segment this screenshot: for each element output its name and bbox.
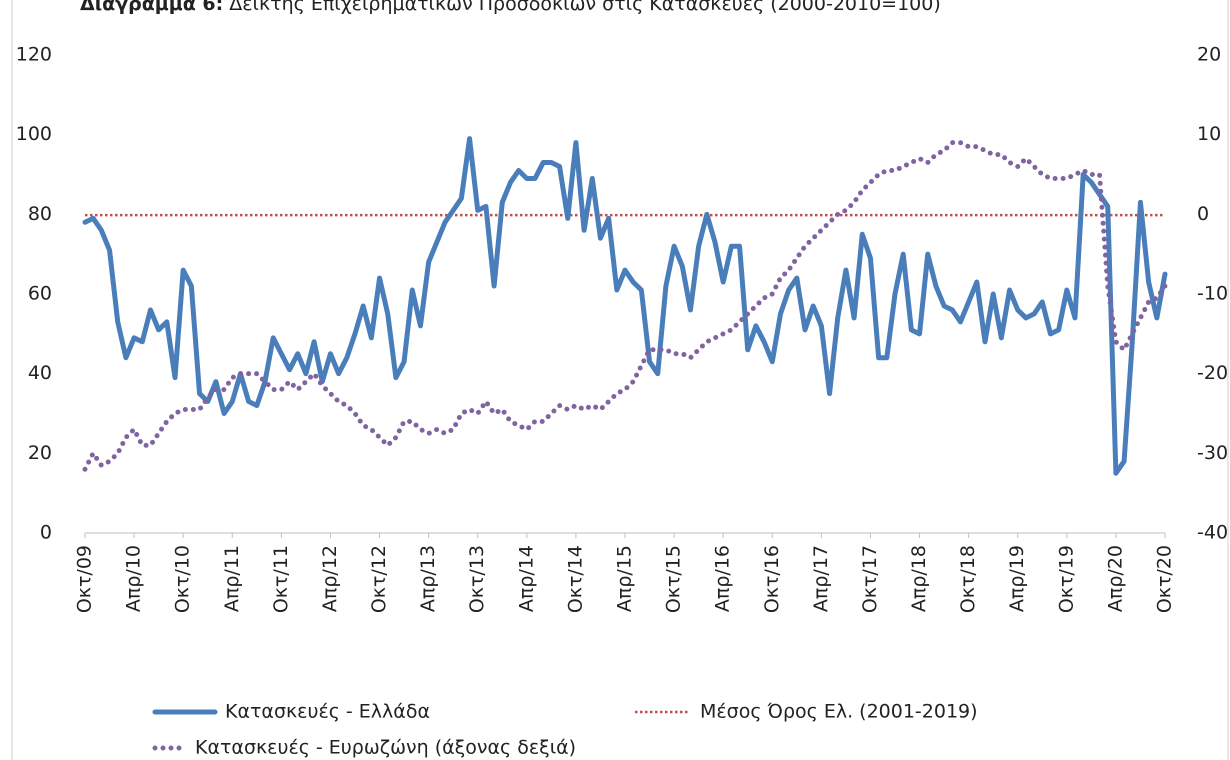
y2-tick-label: 0 [1197,203,1209,225]
y-tick-label: 40 [28,362,52,384]
x-tick-label: Οκτ/12 [368,545,390,613]
x-tick-label: Οκτ/20 [1154,545,1176,613]
y2-tick-label: -30 [1197,442,1228,464]
x-tick-label: Απρ/12 [319,545,341,612]
y-tick-label: 0 [40,522,52,544]
chart-frame [11,0,1229,760]
y-tick-label: 60 [28,283,52,305]
y-tick-label: 80 [28,203,52,225]
y-tick-label: 20 [28,442,52,464]
chart-title: Διάγραμμα 6: Δείκτης Επιχειρηματικών Προ… [80,0,941,15]
x-tick-label: Απρ/20 [1104,545,1126,612]
x-tick-label: Απρ/17 [810,545,832,612]
y2-tick-label: -20 [1197,362,1228,384]
x-tick-label: Απρ/15 [614,545,636,612]
title-text: Δείκτης Επιχειρηματικών Προσδοκιών στις … [229,0,941,15]
legend-label: Μέσος Όρος Ελ. (2001-2019) [700,701,978,723]
series-line [82,140,1168,472]
x-tick-label: Οκτ/16 [761,545,783,613]
x-tick-label: Απρ/16 [712,545,734,612]
legend-label: Κατασκευές - Ευρωζώνη (άξονας δεξιά) [195,737,576,759]
x-tick-label: Οκτ/14 [564,545,586,613]
series-line [82,136,1168,476]
x-tick-label: Απρ/10 [123,545,145,612]
y-tick-label: 120 [16,44,52,66]
legend-label: Κατασκευές - Ελλάδα [225,701,430,723]
x-tick-label: Απρ/18 [908,545,930,612]
x-tick-label: Οκτ/18 [957,545,979,613]
x-tick-label: Οκτ/10 [172,545,194,613]
x-tick-label: Οκτ/19 [1055,545,1077,613]
x-tick-label: Οκτ/17 [859,545,881,613]
y2-tick-label: -10 [1197,283,1228,305]
x-tick-label: Οκτ/09 [74,545,96,613]
x-tick-label: Απρ/14 [515,545,537,612]
x-tick-label: Οκτ/11 [270,545,292,613]
x-tick-label: Απρ/13 [417,545,439,612]
x-tick-label: Απρ/19 [1006,545,1028,612]
y2-tick-label: 20 [1197,44,1221,66]
x-tick-label: Οκτ/13 [466,545,488,613]
x-tick-label: Οκτ/15 [663,545,685,613]
figure-label: Διάγραμμα 6: [80,0,223,15]
y-tick-label: 100 [16,123,52,145]
y2-tick-label: -40 [1197,522,1228,544]
x-tick-label: Απρ/11 [221,545,243,612]
y2-tick-label: 10 [1197,123,1221,145]
